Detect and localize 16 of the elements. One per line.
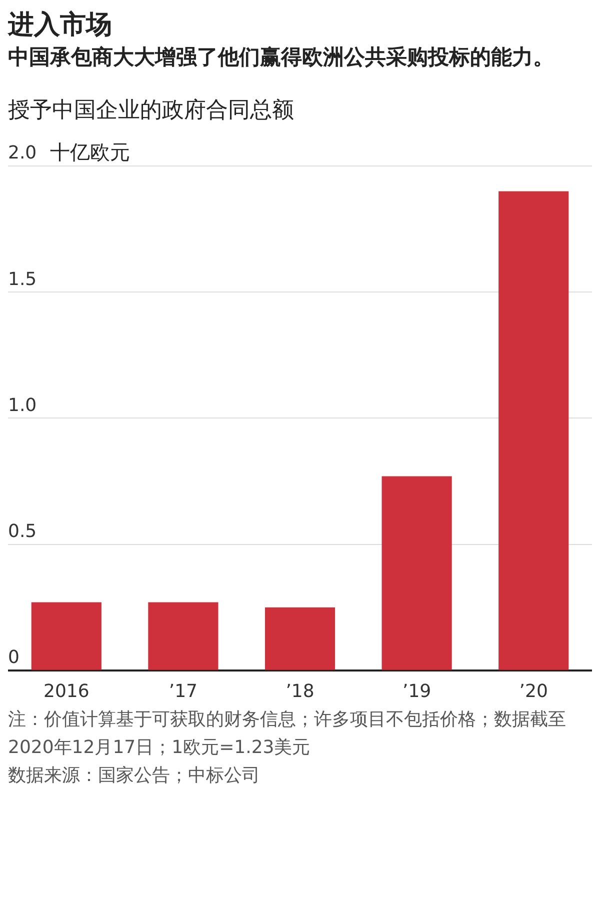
text: 授予中国企业的政府合同总额 xyxy=(8,97,295,125)
source-note: 数据来源：国家公告；中标公司 xyxy=(8,764,261,788)
x-tick-label: ’18 xyxy=(286,680,314,702)
y-tick-label: 0.5 xyxy=(8,520,37,542)
y-tick-label: 0 xyxy=(8,647,20,668)
y-axis-title: 十亿欧元 xyxy=(50,140,130,164)
x-tick-label: 2016 xyxy=(43,680,90,702)
x-tick-label: ’19 xyxy=(402,680,432,702)
text: 注：价值计算基于可获取的财务信息；许多项目不包括价格；数据截至2020年12月17日；1欧元=1.23美元 xyxy=(8,708,567,760)
y-tick-label: 1.5 xyxy=(8,268,37,290)
chart-title: 进入市场 xyxy=(8,9,113,42)
y-tick-label: 2.0 xyxy=(8,142,37,164)
x-tick-label: ’20 xyxy=(519,680,548,702)
x-tick-label: ’17 xyxy=(168,680,198,702)
chart-subtitle: 中国承包商大大增强了他们赢得欧洲公共采购投标的能力。 xyxy=(8,44,555,71)
y-tick-label: 1.0 xyxy=(8,394,37,416)
